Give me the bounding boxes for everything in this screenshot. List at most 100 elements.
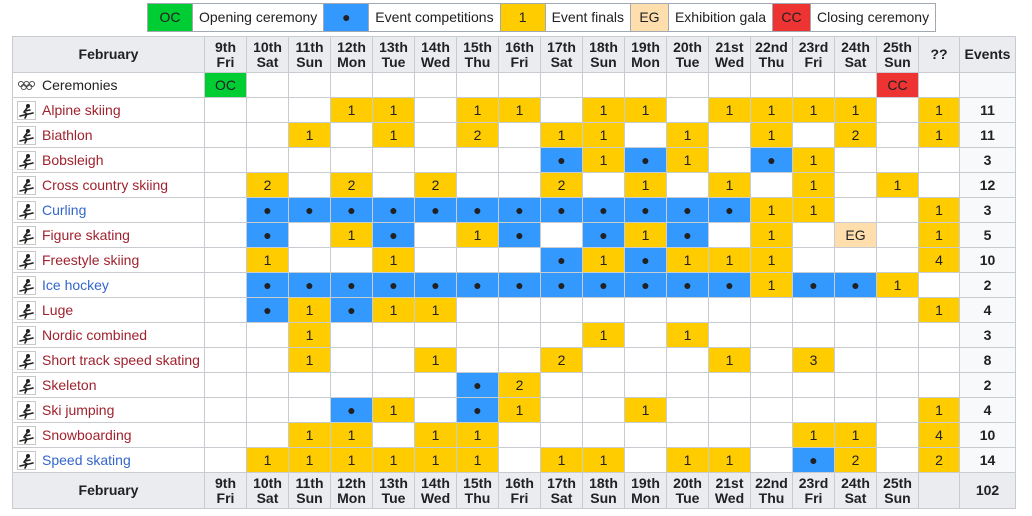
sport-link-ceremonies: Ceremonies [42,77,118,93]
sport-cell-alpine-skiing: Alpine skiing [12,97,205,123]
sport-link-bobsleigh[interactable]: Bobsleigh [42,152,104,168]
schedule-cell [876,147,919,173]
schedule-cell [582,347,625,373]
schedule-cell [414,147,457,173]
sport-link-ice-hockey[interactable]: Ice hockey [42,277,109,293]
day-header-12th: 12th Mon [330,36,373,73]
sport-cell-curling: Curling [12,197,205,223]
schedule-cell: 1 [792,97,835,123]
schedule-cell [666,297,709,323]
schedule-cell [624,322,667,348]
day-date: 20th [673,38,702,55]
schedule-cell [456,72,499,98]
sport-link-biathlon[interactable]: Biathlon [42,127,93,143]
schedule-cell [834,347,877,373]
curling-icon [17,200,36,220]
sport-cell-speed-skating: Speed skating [12,447,205,473]
schedule-cell [372,422,415,448]
day-of-week: Wed [714,489,745,506]
schedule-cell [666,97,709,123]
schedule-cell [204,222,247,248]
sport-link-luge[interactable]: Luge [42,302,74,318]
day-header-14th: 14th Wed [414,36,457,73]
ski-jumping-icon [17,400,36,420]
schedule-cell [918,272,960,298]
sport-link-cross-country-skiing[interactable]: Cross country skiing [42,177,169,193]
schedule-cell [288,172,331,198]
table-row: Speed skating 1 1 1 1 1 1 1 1 1 1 ● 2 2 14 [12,447,1016,473]
schedule-cell: ● [666,222,709,248]
day-header-20th: 20th Tue [666,36,709,73]
sport-event-total: 4 [959,297,1016,323]
day-date: 19th [631,474,660,491]
day-date: 12th [337,474,366,491]
day-of-week: Sat [844,489,867,506]
schedule-cell: 1 [666,122,709,148]
day-header-17th: 17th Sat [540,36,583,73]
schedule-cell [246,147,289,173]
schedule-cell: ● [540,247,583,273]
schedule-cell: 1 [624,397,667,423]
table-row: Alpine skiing 1 1 1 1 1 1 1 1 1 1 1 11 [12,97,1016,123]
schedule-cell: 1 [918,297,960,323]
schedule-cell [330,372,373,398]
schedule-cell [288,372,331,398]
schedule-cell: ● [330,397,373,423]
schedule-cell: ● [624,197,667,223]
schedule-cell [708,397,751,423]
schedule-cell: 1 [456,97,499,123]
schedule-cell: 3 [792,347,835,373]
schedule-cell [498,347,541,373]
schedule-cell: 1 [540,447,583,473]
sport-link-skeleton[interactable]: Skeleton [42,377,97,393]
schedule-cell: 1 [918,197,960,223]
day-date: 22nd [755,38,788,55]
footer-row: February 9th Fri 10th Sat 11th Sun 12th Mon 13th… [12,472,1016,509]
sport-link-nordic-combined[interactable]: Nordic combined [42,327,148,343]
day-of-week: Mon [631,489,660,506]
schedule-cell [498,247,541,273]
schedule-cell: ● [456,272,499,298]
sport-link-figure-skating[interactable]: Figure skating [42,227,130,243]
schedule-cell [540,372,583,398]
sport-link-freestyle-skiing[interactable]: Freestyle skiing [42,252,140,268]
schedule-cell [204,297,247,323]
schedule-cell [498,147,541,173]
schedule-cell: ● [540,147,583,173]
sport-link-short-track-speed-skating[interactable]: Short track speed skating [42,352,200,368]
schedule-cell: EG [834,222,877,248]
day-of-week: Mon [337,53,366,70]
sport-link-curling[interactable]: Curling [42,202,87,218]
schedule-cell: 1 [624,222,667,248]
table-row: Curling ● ● ● ● ● ● ● ● ● ● ● ● 1 1 1 3 [12,197,1016,223]
sport-link-ski-jumping[interactable]: Ski jumping [42,402,115,418]
day-date: 9th [215,474,236,491]
day-date: 13th [379,474,408,491]
sport-event-total: 3 [959,147,1016,173]
legend-cc-label: Closing ceremony [811,4,937,31]
schedule-cell: 1 [624,97,667,123]
schedule-cell [582,397,625,423]
schedule-cell: 1 [876,272,919,298]
day-of-week: Fri [510,489,529,506]
schedule-cell: 1 [750,247,793,273]
schedule-cell: 1 [330,222,373,248]
day-date: 13th [379,38,408,55]
schedule-cell [204,347,247,373]
table-row: Figure skating ● 1 ● 1 ● ● 1 ● 1 EG 1 5 [12,222,1016,248]
sport-cell-snowboarding: Snowboarding [12,422,205,448]
schedule-cell: 1 [582,122,625,148]
sport-link-speed-skating[interactable]: Speed skating [42,452,131,468]
sport-cell-bobsleigh: Bobsleigh [12,147,205,173]
day-date: 12th [337,38,366,55]
schedule-cell: 2 [834,447,877,473]
schedule-cell [288,147,331,173]
sport-link-alpine-skiing[interactable]: Alpine skiing [42,102,121,118]
table-row: Ice hockey ● ● ● ● ● ● ● ● ● ● ● ● 1 ● ● 1 2 [12,272,1016,298]
schedule-cell: ● [582,222,625,248]
sport-link-snowboarding[interactable]: Snowboarding [42,427,132,443]
schedule-cell [456,347,499,373]
schedule-cell: ● [414,197,457,223]
sport-cell-cross-country-skiing: Cross country skiing [12,172,205,198]
day-of-week: Sun [296,489,323,506]
